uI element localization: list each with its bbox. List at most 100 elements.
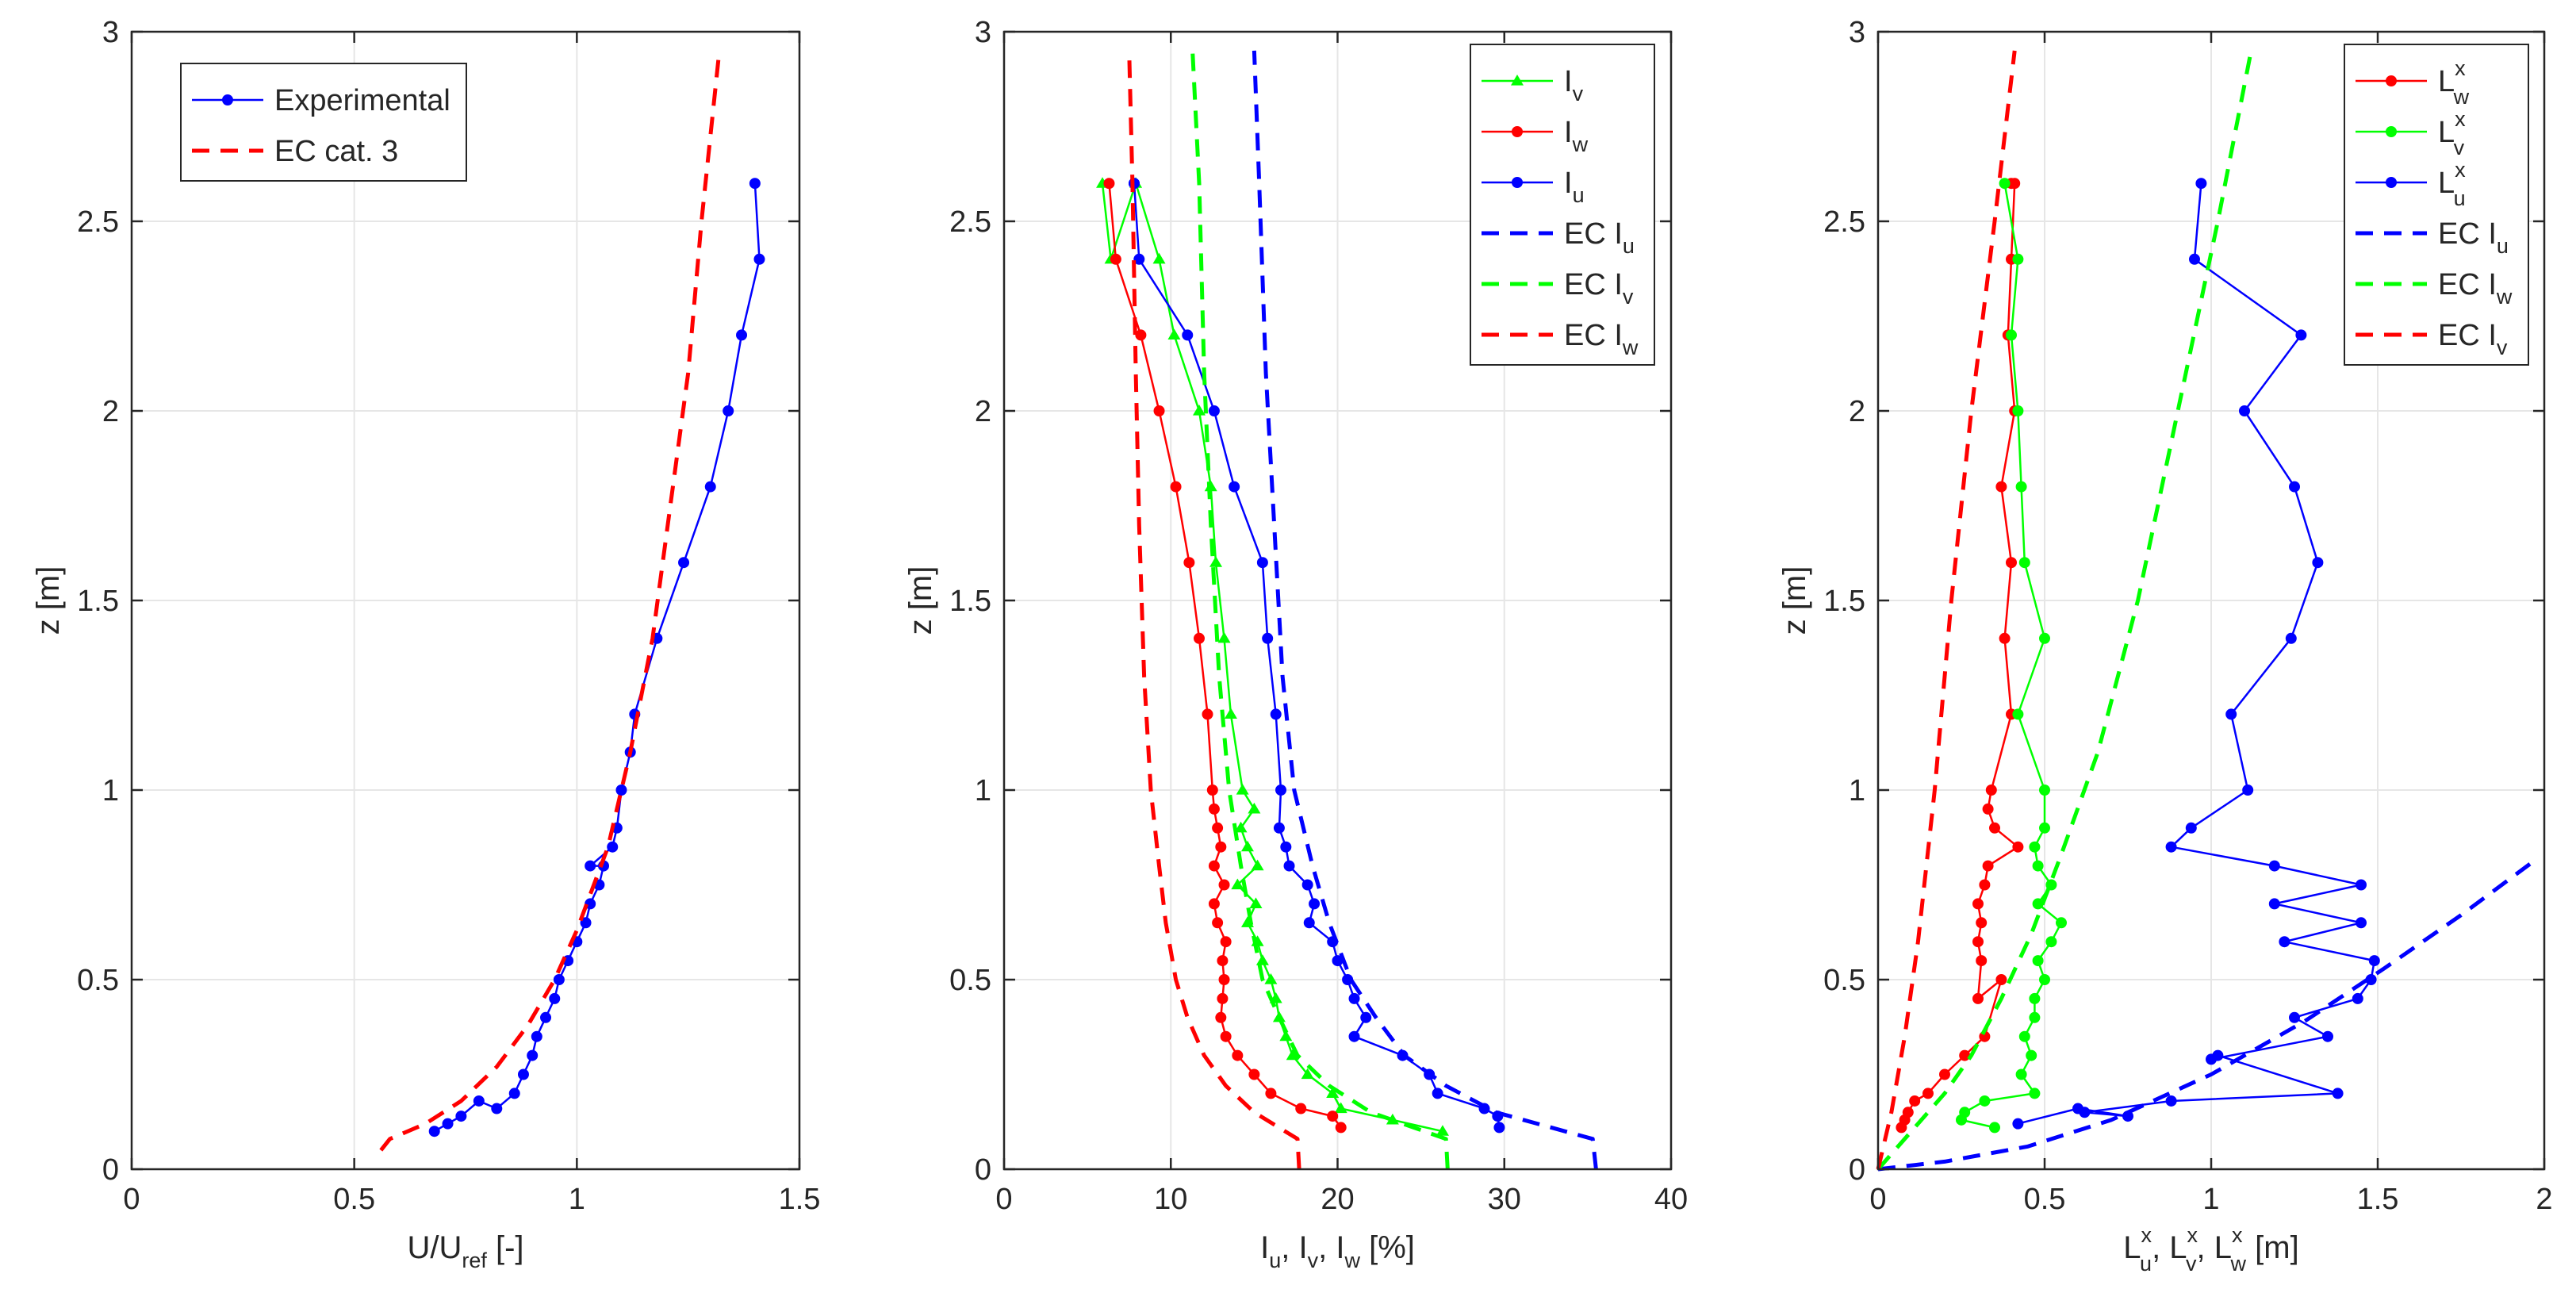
data-point (1280, 841, 1292, 853)
data-point (2012, 708, 2024, 720)
legend-entry-label: EC Iu​ (2438, 217, 2509, 258)
data-point (1436, 1125, 1449, 1136)
x-axis-label-subscript: w (1344, 1249, 1360, 1272)
legend-marker (222, 94, 233, 105)
data-point (1208, 898, 1220, 910)
data-point (1170, 481, 1182, 493)
data-point (1215, 841, 1227, 853)
data-point (1183, 557, 1195, 569)
data-point (2165, 841, 2177, 853)
y-tick-label: 3 (975, 16, 991, 49)
data-point (2285, 632, 2297, 644)
data-point (1240, 840, 1254, 852)
y-tick-label: 0.5 (77, 964, 119, 997)
data-point (1220, 1030, 1232, 1042)
x-axis-label-superscript: x (2141, 1223, 2152, 1247)
data-point (2056, 917, 2067, 929)
legend-entry-label-text: L (2438, 65, 2455, 98)
data-point (1279, 1030, 1293, 1042)
data-point (580, 917, 592, 929)
legend-entry-label-text: EC I (1564, 319, 1623, 352)
series-line (1877, 856, 2540, 1172)
legend-entry-label: EC Iu​ (1564, 217, 1635, 258)
x-axis-label: Iu​, Iv​, Iw​ [%] (1260, 1230, 1415, 1272)
data-point (2295, 329, 2307, 341)
x-axis-label-text: [m] (2246, 1230, 2299, 1265)
data-point (1206, 785, 1218, 796)
data-point (1273, 822, 1285, 834)
data-point (1303, 917, 1315, 929)
x-axis-label-subscript: ref (462, 1249, 487, 1272)
data-point (1265, 1088, 1277, 1099)
x-tick-label: 2 (2536, 1183, 2552, 1216)
data-point (1217, 631, 1231, 643)
x-axis-label: U/Uref [-] (407, 1230, 523, 1272)
legend-marker (1511, 75, 1524, 86)
data-point (2242, 785, 2254, 796)
data-point (2239, 405, 2250, 416)
data-point (1348, 992, 1360, 1004)
data-point (1234, 821, 1248, 833)
x-tick-label: 0 (123, 1183, 140, 1216)
data-point (1309, 898, 1321, 910)
legend-entry-label-text: EC cat. 3 (274, 135, 398, 168)
x-axis-label-suffix: [-] (487, 1230, 524, 1265)
velocity-profile-panel: 0 0.5 1 1.5 0 0.5 1 1.5 2 2.5 3 z [m] U/Uref [-] Expe… (31, 16, 820, 1272)
data-point (2015, 1068, 2027, 1080)
data-point (508, 1088, 520, 1099)
data-point (1208, 803, 1220, 815)
data-point (1103, 178, 1115, 190)
legend-entry-label: EC Iw​ (1564, 319, 1639, 359)
data-point (1208, 860, 1220, 872)
x-axis-label-text: , I (1281, 1230, 1307, 1265)
data-point (753, 253, 765, 265)
x-axis-label-text: [%] (1360, 1230, 1415, 1265)
data-point (2029, 1011, 2041, 1023)
data-point (1334, 1102, 1347, 1114)
data-point (2356, 917, 2367, 929)
x-axis-label-superscript: x (2187, 1223, 2198, 1247)
legend-entry-label-text: L (2438, 116, 2455, 149)
data-point (615, 785, 627, 796)
x-tick-label: 1 (569, 1183, 585, 1216)
data-point (1232, 1049, 1244, 1061)
legend-entry-label-subscript: w (2496, 285, 2513, 309)
x-axis-label-text: , L (2152, 1230, 2187, 1265)
legend-marker (1512, 177, 1523, 188)
data-point (1135, 329, 1147, 341)
data-point (736, 329, 748, 341)
data-point (1255, 954, 1269, 965)
data-point (1231, 878, 1244, 890)
x-axis-label-subscript: u (2140, 1252, 2152, 1276)
data-point (1153, 405, 1165, 416)
series-line (1876, 50, 2253, 1171)
series-ec-iu (1252, 50, 1598, 1170)
data-point (540, 1011, 552, 1023)
data-point (2206, 1053, 2217, 1065)
data-point (527, 1049, 539, 1061)
legend-entry-label-superscript: x (2455, 158, 2466, 182)
data-point (517, 1068, 529, 1080)
legend-marker (2386, 75, 2397, 86)
data-point (1275, 785, 1287, 796)
data-point (1202, 708, 1213, 720)
data-point (455, 1111, 467, 1122)
series-ec-lw (1876, 50, 2253, 1171)
data-point (2006, 329, 2017, 341)
x-tick-label: 0.5 (333, 1183, 375, 1216)
data-point (2018, 1030, 2030, 1042)
data-point (2039, 974, 2050, 985)
series-line (379, 50, 722, 1152)
y-tick-label: 0 (975, 1153, 991, 1187)
y-axis-label: z [m] (903, 566, 938, 635)
series-line (1252, 50, 1598, 1170)
data-point (473, 1095, 485, 1107)
legend: Lxw​Lxv​Lxu​ EC Iu​ EC Iw​ EC Iv​ (2344, 44, 2529, 366)
legend-entry-label: Lxv​ (2438, 107, 2466, 159)
y-tick-label: 0 (102, 1153, 119, 1187)
y-tick-label: 1 (102, 774, 119, 808)
legend-entry-label-subscript: v (1623, 285, 1634, 309)
data-point (1985, 785, 1997, 796)
data-point (1360, 1011, 1372, 1023)
data-point (1995, 974, 2007, 985)
